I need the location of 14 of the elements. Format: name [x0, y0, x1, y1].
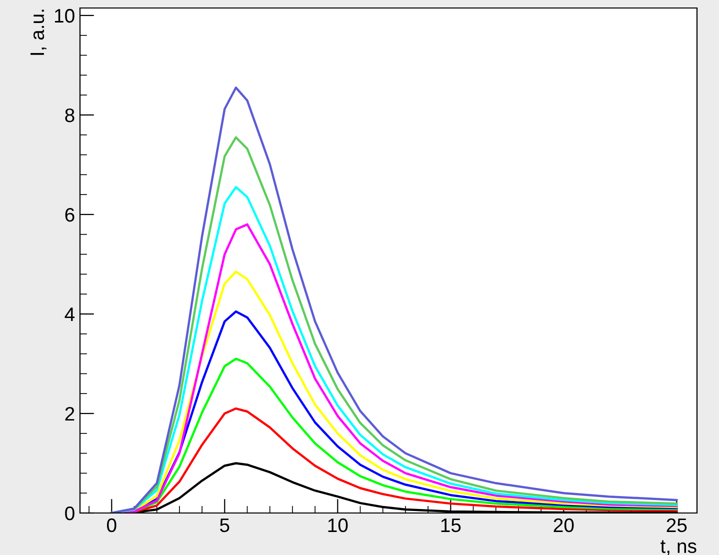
y-tick-label: 6	[65, 208, 74, 222]
y-tick-label: 2	[65, 406, 74, 421]
x-tick-label: 20	[554, 518, 574, 532]
y-tick-label: 0	[65, 506, 74, 520]
x-tick-label: 25	[666, 518, 687, 532]
y-tick-label: 8	[65, 108, 74, 122]
y-tick-label: 10	[54, 8, 74, 23]
x-tick-label: 15	[441, 518, 461, 532]
x-tick-label: 0	[106, 518, 116, 532]
x-tick-label: 10	[328, 518, 348, 532]
y-tick-label: 4	[64, 308, 75, 322]
x-tick-label: 5	[220, 518, 230, 532]
y-axis-title: I, a.u.	[30, 10, 46, 55]
x-axis-title: t, ns	[660, 540, 696, 555]
